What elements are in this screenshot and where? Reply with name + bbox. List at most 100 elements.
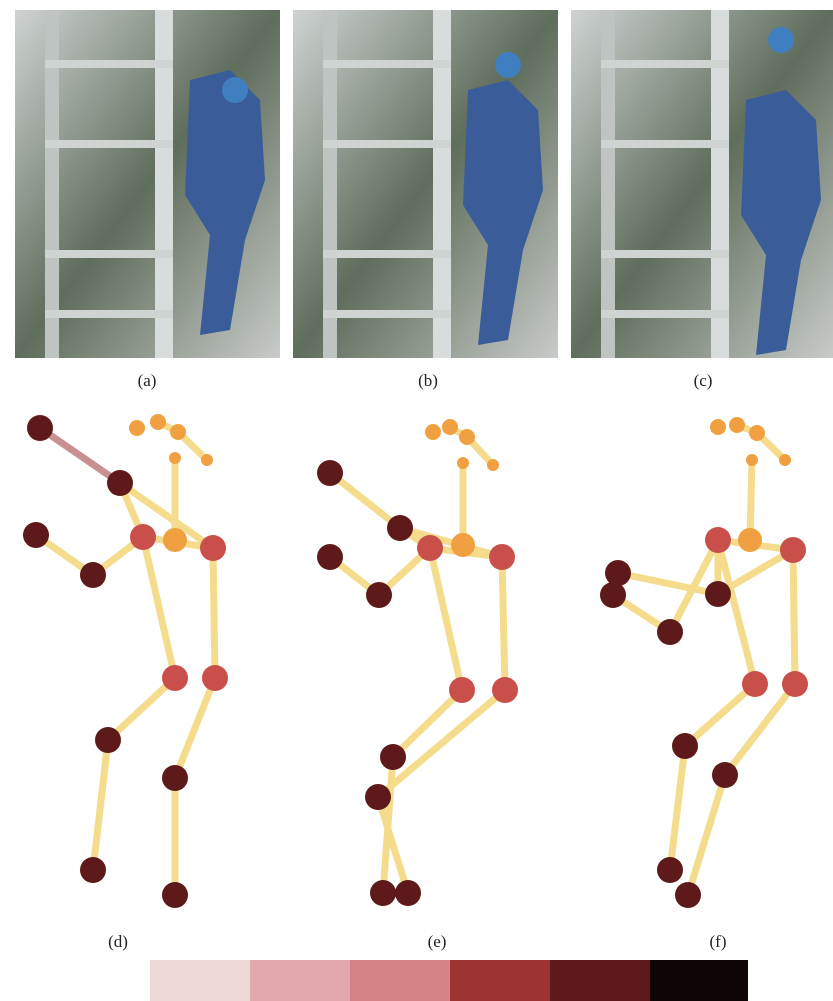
joint <box>365 784 391 810</box>
joint <box>729 417 745 433</box>
joint <box>162 882 188 908</box>
joint <box>201 454 213 466</box>
joint <box>80 857 106 883</box>
bone <box>670 746 685 870</box>
joint <box>23 522 49 548</box>
tower-beam <box>323 250 451 258</box>
color-cell <box>150 960 250 1001</box>
figure: (a) (b) (c) (d) (e) (f) <box>0 0 833 1001</box>
tower-beam <box>323 60 451 68</box>
bone <box>213 548 215 678</box>
tower-beam <box>45 140 173 148</box>
joint <box>27 415 53 441</box>
skeletons: (d) (e) (f) <box>23 414 808 951</box>
joint <box>80 562 106 588</box>
bone <box>793 550 795 684</box>
joint <box>705 581 731 607</box>
joint <box>130 524 156 550</box>
joint <box>95 727 121 753</box>
joint <box>317 544 343 570</box>
tower-beam <box>601 140 729 148</box>
joint <box>746 454 758 466</box>
joint <box>710 419 726 435</box>
joint <box>442 419 458 435</box>
joint <box>449 677 475 703</box>
bone <box>685 684 755 746</box>
helmet <box>495 52 521 78</box>
joint <box>107 470 133 496</box>
joint <box>317 460 343 486</box>
joint <box>425 424 441 440</box>
joint <box>600 582 626 608</box>
joint <box>742 671 768 697</box>
joint <box>387 515 413 541</box>
joint <box>451 533 475 557</box>
panel-label: (a) <box>138 371 157 390</box>
joint <box>370 880 396 906</box>
tower-beam <box>323 310 451 318</box>
joint <box>675 882 701 908</box>
panel-label: (d) <box>108 932 128 951</box>
helmet <box>222 77 248 103</box>
color-cell <box>350 960 450 1001</box>
joint <box>200 535 226 561</box>
tower-beam <box>45 310 173 318</box>
panel-label: (b) <box>418 371 438 390</box>
bone <box>330 473 400 528</box>
bone <box>688 775 725 895</box>
bone <box>143 537 175 678</box>
bone <box>750 460 752 540</box>
joint <box>487 459 499 471</box>
tower-beam <box>45 250 173 258</box>
joint <box>782 671 808 697</box>
panel-label: (c) <box>694 371 713 390</box>
joint <box>129 420 145 436</box>
tower-beam <box>601 250 729 258</box>
color-cell <box>650 960 748 1001</box>
tower-beam <box>323 140 451 148</box>
tower-beam <box>601 60 729 68</box>
joint <box>366 582 392 608</box>
joint <box>705 527 731 553</box>
joint <box>457 457 469 469</box>
joint <box>169 452 181 464</box>
joint <box>492 677 518 703</box>
joint <box>162 765 188 791</box>
joint <box>417 535 443 561</box>
bone <box>175 678 215 778</box>
joint <box>459 429 475 445</box>
bone <box>718 540 755 684</box>
joint <box>202 665 228 691</box>
bone <box>108 678 175 740</box>
tower-beam <box>601 310 729 318</box>
joint <box>489 544 515 570</box>
bone <box>93 740 108 870</box>
bone <box>502 557 505 690</box>
panel-label: (e) <box>428 932 447 951</box>
joint <box>738 528 762 552</box>
helmet <box>768 27 794 53</box>
bone <box>430 548 462 690</box>
joint <box>605 560 631 586</box>
joint <box>657 619 683 645</box>
color-cell <box>450 960 550 1001</box>
color-bar <box>150 960 748 1001</box>
joint <box>170 424 186 440</box>
joint <box>712 762 738 788</box>
joint <box>672 733 698 759</box>
joint <box>395 880 421 906</box>
photos: (a) (b) (c) <box>15 10 833 390</box>
bone <box>393 690 462 757</box>
color-cell <box>250 960 350 1001</box>
joint <box>779 454 791 466</box>
panel-label: (f) <box>710 932 727 951</box>
joint <box>163 528 187 552</box>
joint <box>162 665 188 691</box>
joint <box>749 425 765 441</box>
bone <box>40 428 120 483</box>
joint <box>150 414 166 430</box>
joint <box>657 857 683 883</box>
color-cell <box>550 960 650 1001</box>
joint <box>780 537 806 563</box>
joint <box>380 744 406 770</box>
